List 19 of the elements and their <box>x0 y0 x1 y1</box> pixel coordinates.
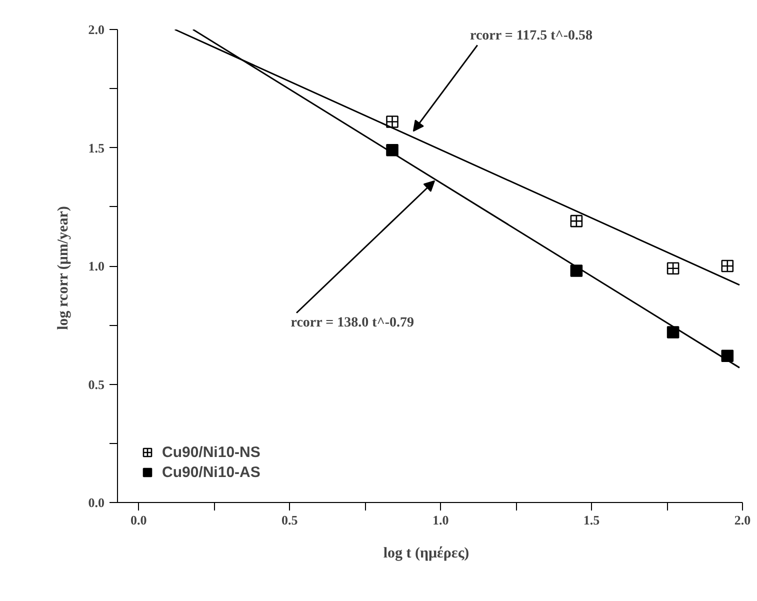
annotation: rcorr = 138.0 t^-0.79 <box>290 315 414 330</box>
y-tick-label: 0.0 <box>88 495 104 510</box>
legend-label: Cu90/Ni10-NS <box>162 444 260 460</box>
x-tick-label: 0.5 <box>281 512 298 528</box>
y-tick-label: 2.0 <box>88 22 104 37</box>
y-tick-label: 0.5 <box>88 376 105 392</box>
point <box>666 262 680 275</box>
y-tick-label: 1.0 <box>88 258 104 274</box>
y-tick-label: 1.5 <box>88 140 105 156</box>
annotation: rcorr = 117.5 t^-0.58 <box>470 28 593 44</box>
point <box>666 326 680 338</box>
x-tick-label: 2.0 <box>734 512 751 528</box>
y-axis-title: log rcorr (μm/year) <box>55 206 72 330</box>
x-tick-label: 0.0 <box>130 512 147 528</box>
x-tick-label: 1.5 <box>583 512 600 528</box>
x-axis-title: log t (ημέρες) <box>383 546 470 562</box>
legend-label: Cu90/Ni10-AS <box>162 464 260 480</box>
x-tick-label: 1.0 <box>432 512 449 528</box>
point <box>386 144 398 156</box>
